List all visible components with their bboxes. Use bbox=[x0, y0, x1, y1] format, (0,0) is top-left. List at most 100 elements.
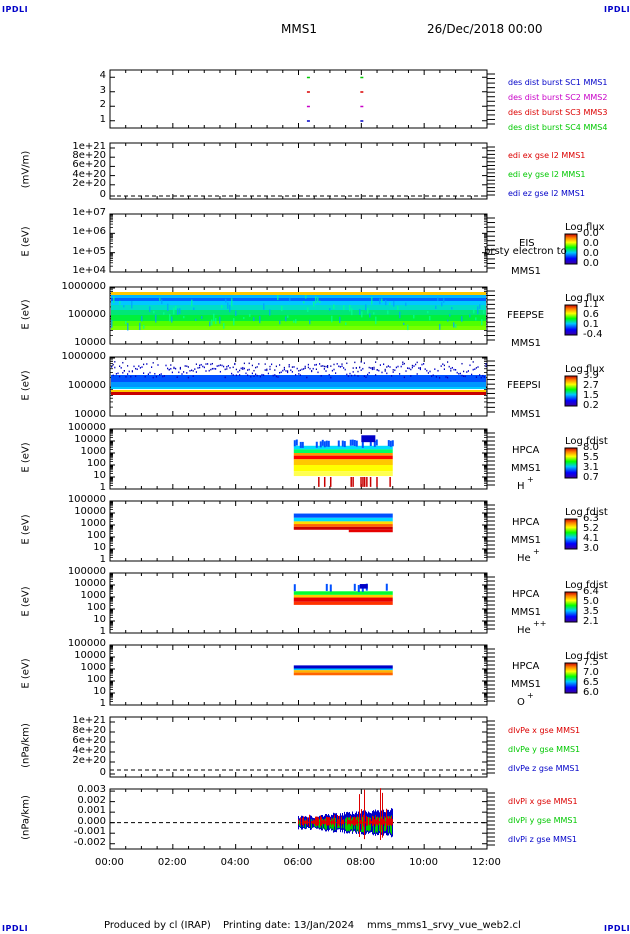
feepsi-sparse-point bbox=[323, 368, 325, 370]
feepsi-sparse-point bbox=[304, 367, 306, 370]
burst-mark-sc2 bbox=[360, 105, 364, 108]
divpe-ytick-label: 6e+20 bbox=[72, 735, 106, 746]
feepsi-sparse-point bbox=[445, 376, 447, 378]
hpca-h-spectrogram-streak bbox=[337, 440, 340, 447]
feepsi-sparse-point bbox=[399, 373, 401, 375]
feepsi-sparse-point bbox=[367, 373, 369, 376]
feepsi-sparse-point bbox=[279, 364, 281, 366]
feepsi-sparse-point bbox=[467, 370, 469, 372]
feepsi-sparse-point bbox=[131, 370, 133, 372]
feepsi-sparse-point bbox=[154, 372, 156, 375]
feepsi-sparse-point bbox=[243, 362, 245, 365]
feepsi-ytick-label: 100000 bbox=[67, 380, 106, 391]
hpca-he2-spectrogram-streak bbox=[385, 583, 388, 591]
eis-overlay-text: brsty electron to bbox=[484, 246, 567, 257]
feepsi-sparse-point bbox=[250, 375, 252, 378]
hpca-h-colorbar-tick: 3.1 bbox=[583, 462, 599, 473]
eis-colorbar bbox=[564, 233, 578, 265]
feepse-spectrogram-band bbox=[111, 321, 486, 326]
hpca-h-spectrogram-band bbox=[293, 453, 393, 456]
feepsi-sparse-point bbox=[442, 363, 444, 365]
feepse-spectrogram-streak bbox=[179, 308, 181, 315]
feepsi-sparse-point bbox=[431, 375, 433, 378]
feepsi-sparse-point bbox=[471, 373, 473, 376]
feepse-spectrogram-streak bbox=[259, 315, 261, 324]
hpca-h-spectrogram-band bbox=[293, 459, 393, 465]
feepse-spectrogram-streak bbox=[407, 324, 409, 331]
hpca-h-spectrogram-drip bbox=[323, 477, 326, 487]
feepsi-sparse-point bbox=[179, 366, 181, 369]
feepsi-sparse-point bbox=[400, 365, 402, 368]
feepsi-sparse-point bbox=[271, 363, 273, 366]
divpi-legend-y: dIvPi y gse MMS1 bbox=[508, 816, 578, 825]
feepsi-sparse-point bbox=[472, 361, 474, 363]
feepse-spectrogram-streak bbox=[429, 315, 431, 321]
feepsi-sparse-point bbox=[221, 364, 223, 367]
edi-legend-x: edi ex gse l2 MMS1 bbox=[508, 151, 586, 160]
feepsi-sparse-point bbox=[258, 363, 260, 365]
hpca-h-spectrogram-streak bbox=[319, 441, 322, 448]
feepsi-spacecraft-label: MMS1 bbox=[511, 409, 541, 420]
feepse-spectrogram-streak bbox=[371, 296, 373, 305]
feepsi-sparse-point bbox=[112, 374, 114, 377]
hpca-he1-ytick-label: 1000 bbox=[80, 518, 106, 529]
feepsi-sparse-point bbox=[435, 376, 437, 378]
hpca-h-spectrogram-band bbox=[293, 471, 393, 477]
feepse-spectrogram-streak bbox=[303, 301, 305, 304]
eis-ylabel: E (eV) bbox=[20, 226, 32, 257]
hpca-h-spectrogram-band bbox=[293, 445, 393, 450]
feepsi-sparse-point bbox=[253, 369, 255, 372]
feepsi-sparse-point bbox=[483, 376, 485, 378]
feepse-spectrogram-streak bbox=[329, 308, 331, 311]
feepse-spectrogram-streak bbox=[481, 319, 483, 326]
feepsi-sparse-point bbox=[226, 368, 228, 370]
feepsi-sparse-point bbox=[443, 364, 445, 367]
feepsi-sparse-point bbox=[408, 367, 410, 370]
feepse-spectrogram-streak bbox=[227, 302, 229, 309]
feepsi-sparse-point bbox=[405, 370, 407, 372]
eis-colorbar-tick: 0.0 bbox=[583, 238, 599, 249]
feepsi-sparse-point bbox=[235, 374, 237, 377]
feepsi-sparse-point bbox=[439, 376, 441, 379]
hpca-h-spectrogram-band bbox=[293, 455, 393, 460]
feepsi-sparse-point bbox=[237, 371, 239, 373]
burst-mark-sc3 bbox=[360, 91, 364, 93]
hpca-o-ytick-label: 1 bbox=[99, 698, 106, 709]
hpca-h-spectrogram-drip bbox=[366, 477, 368, 487]
hpca-o-colorbar-title: Log fdist bbox=[565, 651, 608, 662]
feepsi-sparse-point bbox=[210, 363, 212, 366]
divpi-ytick-label: 0.002 bbox=[77, 794, 106, 806]
feepsi-sparse-point bbox=[248, 368, 250, 371]
feepsi-sparse-point bbox=[291, 371, 293, 373]
hpca-h-ytick-label: 10000 bbox=[74, 434, 106, 445]
hpca-he1-ytick-label: 100000 bbox=[67, 494, 106, 505]
footer-printing-date: Printing date: 13/Jan/2024 bbox=[223, 920, 355, 931]
feepsi-sparse-point bbox=[205, 363, 207, 365]
hpca-h-spectrogram-streak bbox=[389, 440, 392, 447]
feepsi-sparse-point bbox=[335, 372, 337, 374]
edi-ylabel: (mV/m) bbox=[20, 150, 32, 189]
feepse-spectrogram-streak bbox=[279, 320, 281, 325]
hpca-he2-spectrogram-streak bbox=[357, 585, 360, 593]
feepsi-sparse-point bbox=[264, 363, 266, 365]
feepsi-sparse-point bbox=[469, 364, 471, 367]
feepsi-sparse-point bbox=[392, 369, 394, 371]
corner-label-top-left: IPDLI bbox=[2, 5, 29, 14]
feepsi-sparse-point bbox=[461, 362, 463, 365]
feepsi-sparse-point bbox=[239, 369, 241, 372]
feepse-spectrogram-streak bbox=[373, 312, 375, 315]
hpca-h-spectrogram-drip bbox=[352, 477, 354, 487]
feepsi-sparse-point bbox=[173, 367, 175, 370]
feepsi-sparse-point bbox=[464, 375, 466, 378]
x-tick-label: 08:00 bbox=[346, 857, 376, 868]
hpca-he2-ytick-label: 10 bbox=[93, 614, 106, 625]
feepsi-sparse-point bbox=[330, 376, 332, 379]
feepsi-sparse-point bbox=[247, 374, 249, 377]
feepse-spectrogram-streak bbox=[201, 315, 203, 319]
feepsi-sparse-point bbox=[280, 371, 282, 374]
feepse-spectrogram-streak bbox=[387, 310, 389, 315]
feepse-colorbar-tick: -0.4 bbox=[583, 329, 603, 340]
feepse-spectrogram-streak bbox=[367, 308, 369, 314]
feepse-spectrogram-streak bbox=[285, 316, 287, 322]
hpca-he1-colorbar-tick: 3.0 bbox=[583, 543, 599, 554]
